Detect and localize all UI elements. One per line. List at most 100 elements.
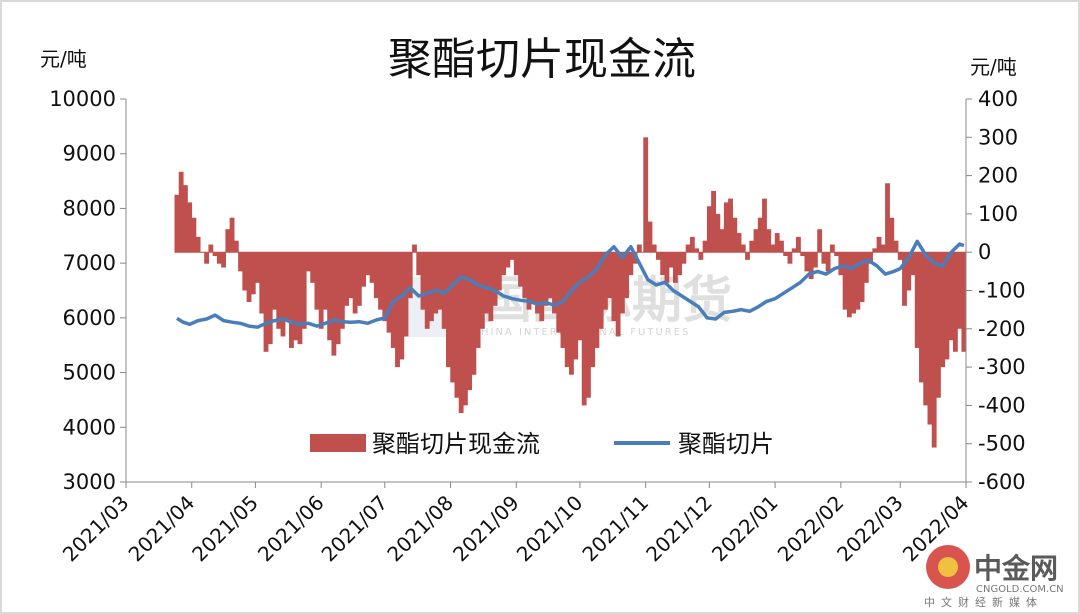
- x-tick-label: 2021/04: [124, 491, 200, 567]
- cashflow-bar: [817, 229, 823, 253]
- cashflow-bar: [681, 252, 687, 264]
- cashflow-bar: [607, 252, 613, 299]
- cashflow-bar: [872, 248, 878, 253]
- cashflow-bar: [446, 252, 451, 368]
- cashflow-bar: [656, 252, 661, 260]
- cashflow-bar: [660, 252, 666, 276]
- cashflow-bar: [322, 252, 328, 310]
- cashflow-bar: [272, 252, 277, 310]
- cashflow-bar: [927, 252, 933, 425]
- x-tick-label: 2021/12: [641, 491, 717, 567]
- cashflow-bar: [327, 252, 333, 341]
- left-tick-label: 10000: [49, 87, 116, 111]
- cashflow-bar: [779, 240, 784, 253]
- cashflow-bar: [689, 236, 695, 253]
- cashflow-bar: [834, 252, 840, 257]
- x-tick-label: 2021/03: [58, 491, 134, 567]
- cashflow-bar: [931, 252, 937, 448]
- cashflow-bar: [263, 252, 269, 352]
- cashflow-bar: [462, 252, 468, 406]
- cashflow-bar: [174, 194, 180, 253]
- left-y-ticks: 10000 9000 8000 7000 6000 5000 4000 3000: [49, 87, 126, 494]
- cashflow-bar: [868, 252, 873, 264]
- cashflow-bar: [906, 252, 912, 291]
- cashflow-bar: [624, 252, 630, 299]
- cashflow-bar: [851, 252, 856, 314]
- cashflow-bar: [543, 252, 549, 306]
- x-tick-label: 2022/01: [707, 491, 783, 567]
- cashflow-bar: [178, 171, 184, 253]
- cashflow-bar: [569, 252, 574, 375]
- cashflow-bar: [876, 236, 882, 253]
- price-line-group: [176, 239, 965, 329]
- cashflow-bar: [723, 202, 729, 253]
- cashflow-bar: [335, 252, 341, 345]
- cashflow-bar: [187, 202, 193, 253]
- cashflow-bar: [766, 229, 772, 253]
- site-logo: 中金网 CNGOLD.COM.CN 中文财经新媒体: [924, 545, 1064, 609]
- left-tick-label: 4000: [63, 415, 116, 439]
- cashflow-bar: [225, 229, 231, 253]
- right-tick-label: 200: [978, 164, 1018, 188]
- cashflow-bar: [378, 252, 383, 310]
- cashflow-bar: [429, 252, 434, 322]
- x-tick-label: 2021/10: [512, 491, 588, 567]
- cashflow-bar: [221, 252, 226, 268]
- cashflow-bar: [386, 252, 392, 333]
- x-tick-label: 2022/03: [832, 491, 908, 567]
- cashflow-bar: [796, 236, 801, 253]
- left-tick-label: 6000: [63, 306, 116, 330]
- cashflow-bar: [356, 252, 362, 306]
- cashflow-bar: [753, 229, 759, 253]
- cashflow-bar: [484, 252, 490, 314]
- cashflow-bar: [467, 252, 473, 391]
- logo-domain: CNGOLD.COM.CN: [976, 584, 1064, 595]
- cashflow-bar: [952, 252, 958, 352]
- cashflow-bar: [757, 217, 763, 253]
- cashflow-bar: [373, 252, 379, 299]
- cashflow-bar: [530, 252, 536, 302]
- cashflow-bar: [672, 252, 678, 283]
- cashflow-bar: [636, 244, 642, 253]
- cashflow-bar: [677, 252, 683, 276]
- cashflow-bar: [910, 252, 916, 276]
- cashflow-bar: [496, 252, 502, 291]
- x-tick-label: 2021/06: [253, 491, 329, 567]
- legend: 聚酯切片现金流 聚酯切片: [310, 430, 774, 458]
- cashflow-bar: [698, 252, 704, 260]
- cashflow-bar: [259, 252, 265, 314]
- left-tick-label: 8000: [63, 196, 116, 220]
- left-tick-label: 7000: [63, 251, 116, 275]
- cashflow-bar: [369, 252, 375, 283]
- cashflow-bar: [581, 252, 587, 406]
- legend-swatch-cashflow: [310, 434, 366, 452]
- cashflow-bar: [668, 252, 674, 268]
- cashflow-bar: [310, 252, 316, 283]
- cashflow-bar: [195, 236, 201, 253]
- right-y-ticks: 400 300 200 100 0 -100 -200 -300 -400 -500 -600: [966, 87, 1026, 494]
- cashflow-bar: [233, 240, 239, 253]
- cashflow-bar: [412, 244, 417, 253]
- cashflow-bar: [948, 252, 954, 341]
- cashflow-bar: [522, 252, 528, 299]
- cashflow-bar: [433, 252, 439, 314]
- cashflow-bar: [318, 252, 324, 329]
- cashflow-bar: [208, 244, 214, 253]
- cashflow-bar: [940, 252, 946, 368]
- cashflow-bar: [736, 233, 742, 253]
- cashflow-bar: [314, 252, 320, 310]
- cashflow-bar: [863, 252, 869, 283]
- cashflow-bar: [961, 252, 967, 352]
- cashflow-bar: [651, 244, 657, 253]
- cashflow-bar: [450, 252, 456, 383]
- cashflow-bar: [598, 252, 604, 329]
- cashflow-bar: [399, 252, 405, 360]
- logo-mark-inner-icon: [938, 557, 958, 577]
- cashflow-bar: [501, 252, 506, 276]
- cashflow-bar: [441, 252, 447, 329]
- cashflow-bar: [255, 252, 260, 283]
- cashflow-bar: [518, 252, 523, 287]
- cashflow-bar: [885, 183, 890, 253]
- cashflow-bar: [643, 137, 649, 253]
